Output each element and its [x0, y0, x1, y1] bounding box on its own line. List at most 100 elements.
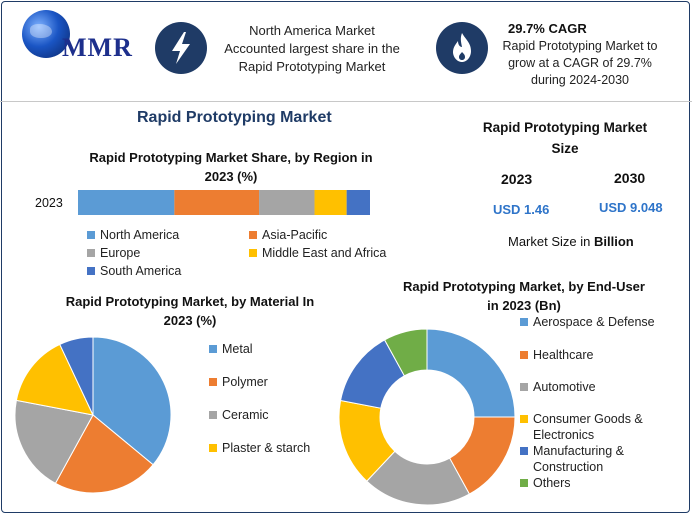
enduser-legend-item: Aerospace & Defense [520, 314, 655, 330]
material-slice-plaster-starch [15, 343, 94, 416]
material-slice-metal [92, 336, 172, 466]
enduser-legend-item: Others [520, 475, 571, 491]
market-size-unit-note: Market Size in Billion [508, 234, 634, 249]
highlight-cagr: 29.7% CAGR Rapid Prototyping Market to g… [490, 21, 670, 89]
material-slice-ceramic [14, 399, 94, 485]
legend-swatch [249, 248, 257, 257]
legend-label: North America [100, 228, 180, 242]
legend-line: Automotive [520, 379, 596, 395]
enduser-slice-others [383, 328, 428, 377]
legend-label: Aerospace & Defense [533, 315, 655, 329]
highlight2-line: Rapid Prototyping Market to [502, 39, 658, 53]
lightning-icon [155, 22, 207, 74]
legend-label: Consumer Goods & [533, 412, 643, 426]
region-bar-segment-south-america [346, 190, 370, 215]
highlight1-line: Rapid Prototyping Market [238, 59, 386, 74]
market-size-title-line: Rapid Prototyping Market [482, 120, 648, 135]
legend-label: Construction [533, 460, 604, 474]
legend-label: Healthcare [533, 348, 594, 362]
region-chart-title: Rapid Prototyping Market Share, by Regio… [40, 148, 422, 186]
region-legend-item: North America [87, 228, 179, 242]
enduser-slice-aerospace-defense [426, 328, 516, 418]
region-title-line: Rapid Prototyping Market Share, by Regio… [89, 150, 373, 165]
highlight2-line: grow at a CAGR of 29.7% [508, 56, 652, 70]
legend-swatch [520, 317, 528, 326]
legend-label: Electronics [533, 428, 595, 442]
legend-swatch [520, 414, 528, 423]
highlight2-line: during 2024-2030 [531, 73, 629, 87]
region-stacked-bar [78, 190, 370, 215]
logo-text: MMR [62, 33, 133, 62]
market-size-title: Rapid Prototyping Market Size [470, 117, 660, 159]
material-chart-title: Rapid Prototyping Market, by Material In… [30, 292, 350, 330]
legend-label: Asia-Pacific [262, 228, 328, 242]
material-slice-polymer [54, 414, 154, 494]
legend-line: Others [520, 475, 571, 491]
unit-note-prefix: Market Size in [508, 234, 594, 249]
legend-swatch [520, 382, 528, 391]
legend-label: Manufacturing & [533, 444, 625, 458]
legend-label: South America [100, 264, 182, 278]
enduser-donut-chart [338, 328, 516, 506]
legend-swatch [520, 478, 528, 487]
legend-swatch [209, 377, 217, 386]
legend-label: Plaster & starch [222, 441, 311, 455]
globe-logo-icon [22, 10, 70, 58]
legend-label: Automotive [533, 380, 596, 394]
enduser-chart-title: Rapid Prototyping Market, by End-User in… [384, 277, 664, 315]
year-2030: 2030 [614, 170, 646, 186]
legend-swatch [87, 248, 95, 257]
enduser-title-line: Rapid Prototyping Market, by End-User [403, 279, 645, 294]
legend-label: Ceramic [222, 408, 269, 422]
region-bar-segment-europe [259, 190, 315, 215]
legend-swatch [209, 410, 217, 419]
material-title-line: Rapid Prototyping Market, by Material In [65, 294, 315, 309]
legend-swatch [520, 350, 528, 359]
material-pie-chart [14, 336, 172, 494]
material-title-line: 2023 (%) [163, 313, 217, 328]
value-2023: USD 1.46 [493, 202, 550, 217]
region-bar-segment-middle-east-and-africa [314, 190, 347, 215]
legend-swatch [209, 443, 217, 452]
value-2030: USD 9.048 [599, 200, 663, 215]
legend-swatch [249, 230, 257, 239]
flame-icon [436, 22, 488, 74]
legend-line: Consumer Goods & [520, 411, 643, 427]
material-legend-item: Metal [209, 342, 253, 356]
legend-label: Others [533, 476, 571, 490]
region-legend-item: Middle East and Africa [249, 246, 386, 260]
legend-label: Metal [222, 342, 253, 356]
page-title: Rapid Prototyping Market [137, 109, 332, 126]
highlight1-line: Accounted largest share in the [224, 41, 400, 56]
legend-line: Construction [520, 459, 624, 475]
header-divider [0, 101, 692, 102]
region-bar-segment-asia-pacific [174, 190, 260, 215]
legend-swatch [87, 230, 95, 239]
legend-label: Europe [100, 246, 141, 260]
legend-swatch [520, 446, 528, 455]
enduser-legend-item: Healthcare [520, 347, 593, 363]
cagr-title: 29.7% CAGR [508, 21, 587, 36]
material-legend-item: Ceramic [209, 408, 269, 422]
unit-note-unit: Billion [593, 234, 634, 249]
material-legend-item: Polymer [209, 375, 268, 389]
legend-swatch [209, 344, 217, 353]
enduser-legend-item: Manufacturing & Construction [520, 443, 624, 475]
material-legend-item: Plaster & starch [209, 441, 310, 455]
region-category-label: 2023 [35, 196, 63, 210]
highlight1-line: North America Market [249, 23, 375, 38]
region-bar-segment-north-america [78, 190, 175, 215]
legend-swatch [87, 266, 95, 275]
highlight-north-america: North America Market Accounted largest s… [212, 22, 412, 76]
material-slice-other [59, 336, 94, 416]
region-legend-item: Asia-Pacific [249, 228, 327, 242]
enduser-title-line: in 2023 (Bn) [487, 298, 561, 313]
enduser-legend-item: Consumer Goods & Electronics [520, 411, 643, 443]
legend-line: Aerospace & Defense [520, 314, 655, 330]
legend-line: Healthcare [520, 347, 593, 363]
region-legend-item: South America [87, 264, 181, 278]
market-size-title-line: Size [551, 141, 579, 156]
region-legend-item: Europe [87, 246, 140, 260]
legend-line: Electronics [520, 427, 643, 443]
